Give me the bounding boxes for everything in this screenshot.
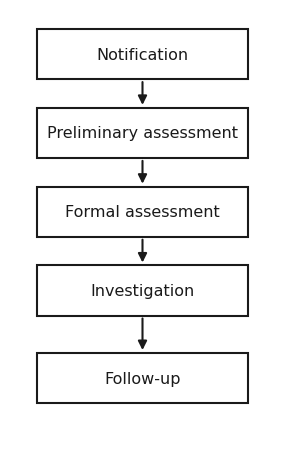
Bar [37,30,248,80]
Bar [37,108,248,159]
Text: Formal assessment: Formal assessment [65,205,220,220]
Text: Preliminary assessment: Preliminary assessment [47,126,238,141]
Bar [37,187,248,238]
Bar [37,353,248,403]
Text: Follow-up: Follow-up [104,371,181,386]
Text: Investigation: Investigation [90,283,195,298]
Bar [37,266,248,316]
Text: Notification: Notification [96,47,189,62]
